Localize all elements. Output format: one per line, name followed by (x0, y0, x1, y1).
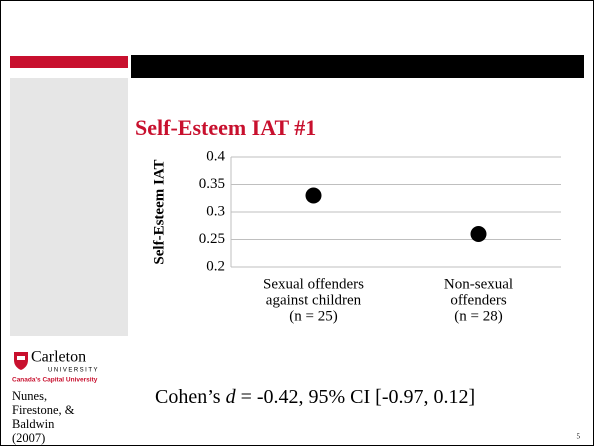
logo-name: Carleton (31, 349, 86, 366)
slide-number: 5 (577, 433, 581, 441)
footnote: Cohen’s d = -0.42, 95% CI [-0.97, 0.12] (155, 386, 475, 408)
footnote-prefix: Cohen’s (155, 386, 226, 408)
logo: Carleton UNIVERSITY Canada's Capital Uni… (12, 349, 99, 384)
x-tick-label: Non-sexual (444, 276, 513, 292)
x-tick-label: Sexual offenders (263, 276, 364, 292)
footnote-italic: d (226, 386, 237, 408)
citation-line: Baldwin (12, 417, 55, 431)
point (470, 226, 487, 242)
x-tick-label: against children (266, 292, 362, 308)
logo-sub: UNIVERSITY (48, 368, 99, 374)
citation-line: Nunes, (12, 389, 47, 403)
y-tick-label: 0.3 (206, 203, 225, 219)
y-tick-label: 0.35 (199, 176, 225, 192)
red-stripe (10, 56, 128, 68)
chart-title: Self-Esteem IAT #1 (135, 115, 316, 140)
citation-line: Firestone, & (12, 403, 75, 417)
x-tick-label: (n = 25) (289, 308, 337, 324)
y-tick-label: 0.25 (199, 231, 225, 247)
logo-shield-mark (17, 356, 25, 360)
y-tick-label: 0.4 (206, 148, 225, 164)
citation: Nunes,Firestone, &Baldwin(2007) (12, 389, 75, 445)
point (305, 187, 322, 204)
citation-line: (2007) (12, 431, 45, 445)
logo-tagline: Canada's Capital University (12, 377, 98, 384)
x-tick-label: offenders (450, 292, 507, 308)
y-axis-label: Self-Esteem IAT (151, 159, 167, 264)
y-tick-label: 0.2 (206, 258, 225, 274)
header-bar (131, 55, 584, 78)
x-tick-label: (n = 28) (454, 308, 502, 324)
sidebar (10, 78, 128, 336)
footnote-suffix: = -0.42, 95% CI [-0.97, 0.12] (236, 386, 476, 408)
